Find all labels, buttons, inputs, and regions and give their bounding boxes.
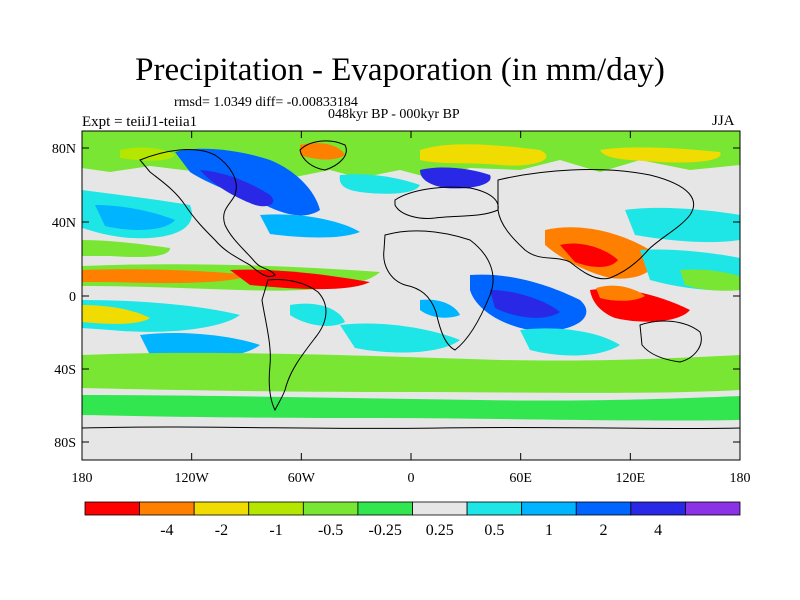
- region-itcz-orange: [82, 269, 250, 284]
- lon-tick-label: 120E: [616, 471, 646, 486]
- color-legend: -4 -2 -1 -0.5 -0.25 0.25 0.5 1 2 4: [84, 501, 741, 539]
- region-southern-ocean-band: [82, 395, 740, 421]
- legend-label: -2: [215, 522, 228, 539]
- legend-label: 2: [600, 522, 608, 539]
- region-natlantic-blue: [175, 148, 320, 216]
- australia-coast: [639, 320, 702, 363]
- asia-coast: [497, 169, 695, 280]
- legend-swatch: [521, 501, 577, 516]
- legend-swatch: [84, 501, 140, 516]
- greenland-coast: [299, 140, 347, 171]
- antarctica-coast: [82, 426, 740, 430]
- region-satlantic-cyan: [340, 323, 460, 353]
- region-sindian-cyan: [520, 328, 620, 356]
- lon-tick-label: 60W: [288, 471, 316, 486]
- coastlines: [82, 140, 740, 430]
- legend-label: 4: [654, 522, 662, 539]
- legend-label: 0.25: [426, 522, 454, 539]
- region-spacific-blue: [140, 333, 260, 359]
- region-antarctica-gray: [82, 425, 740, 460]
- chart-title: Precipitation - Evaporation (in mm/day): [135, 52, 665, 88]
- region-spacific-yellow: [82, 305, 150, 324]
- field-layer: [82, 131, 740, 460]
- lon-tick-label: 0: [408, 471, 415, 486]
- legend-swatch: [357, 501, 413, 516]
- season-label: JJA: [712, 113, 735, 129]
- region-siberia-yellow: [420, 144, 547, 166]
- legend-swatch: [302, 501, 359, 516]
- latitude-axis: 80N 40N 0 40S 80S: [52, 142, 740, 451]
- lat-tick-label: 80S: [54, 436, 76, 451]
- stats-label: rmsd= 1.0349 diff= -0.00833184: [174, 95, 358, 110]
- legend-swatch: [412, 501, 468, 516]
- legend-label: -4: [160, 522, 173, 539]
- period-label: 048kyr BP - 000kyr BP: [328, 107, 460, 122]
- legend-label: 0.5: [484, 522, 504, 539]
- legend-swatch: [685, 501, 741, 516]
- legend-swatch: [193, 501, 250, 516]
- north-america-coast: [139, 149, 276, 278]
- region-wpacific-cyan: [625, 207, 740, 243]
- experiment-label: Expt = teiiJ1-teiia1: [82, 114, 198, 130]
- region-nepacific-yellow: [600, 147, 721, 163]
- legend-swatch: [248, 501, 304, 516]
- region-alaska-lime: [120, 147, 175, 161]
- region-atlantic-midlat-blue: [260, 214, 360, 238]
- lon-tick-label: 180: [730, 471, 751, 486]
- africa-coast: [383, 230, 494, 351]
- region-indian-ocean-darkblue: [490, 290, 560, 318]
- lat-tick-label: 40N: [52, 216, 76, 231]
- lat-tick-label: 40S: [54, 363, 76, 378]
- legend-swatch: [466, 501, 523, 516]
- region-atlantic-itcz-red: [230, 269, 370, 290]
- legend-swatch: [139, 501, 195, 516]
- south-america-coast: [261, 279, 327, 412]
- longitude-axis: 180 120W 60W 0 60E 120E 180: [72, 131, 751, 486]
- region-amazon-cyan: [290, 303, 345, 326]
- region-spacific-cyan: [82, 300, 240, 332]
- legend-label: -0.25: [369, 522, 402, 539]
- region-npacific-lightblue: [95, 205, 175, 230]
- lon-tick-label: 180: [72, 471, 93, 486]
- lon-tick-label: 60E: [509, 471, 532, 486]
- region-southern-ocean-green: [82, 352, 740, 393]
- lat-tick-label: 80N: [52, 142, 76, 157]
- lon-tick-label: 120W: [175, 471, 210, 486]
- legend-swatch: [630, 501, 686, 516]
- region-africa-blue: [420, 299, 460, 318]
- legend-swatch: [575, 501, 632, 516]
- region-maritime-continent-orange: [596, 285, 645, 301]
- region-europe-cyan: [339, 174, 420, 194]
- region-asia-monsoon-red: [560, 243, 618, 267]
- region-scandinavia-darkblue: [420, 167, 491, 189]
- legend-label: 1: [545, 522, 553, 539]
- lat-tick-label: 0: [69, 290, 76, 305]
- region-subtropic-green: [82, 240, 170, 258]
- region-greenland-orange: [300, 143, 345, 160]
- legend-label: -0.5: [318, 522, 343, 539]
- region-wpacific-green: [680, 269, 740, 291]
- legend-label: -1: [269, 522, 282, 539]
